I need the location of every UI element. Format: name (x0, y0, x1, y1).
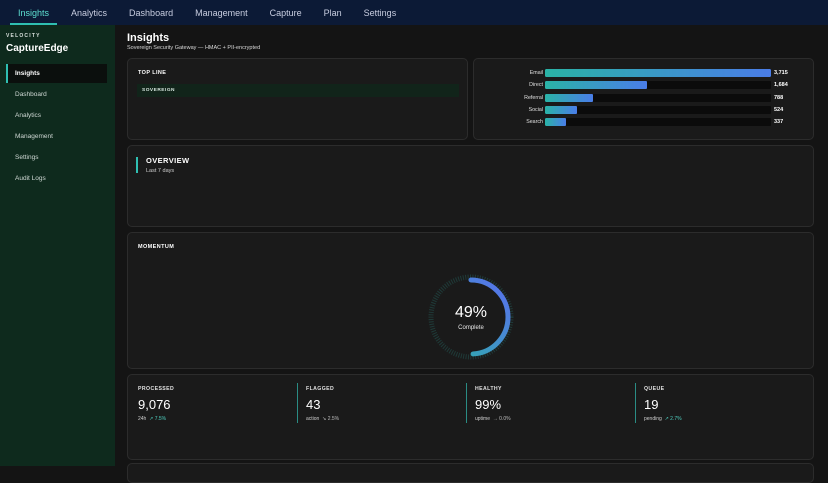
stat-processed: PROCESSED 9,076 24h ↗ 7.5% (128, 383, 296, 423)
tab-settings[interactable]: Settings (363, 7, 397, 18)
channel-bar-fill (545, 69, 771, 77)
stat-value: 99% (475, 397, 502, 412)
main-content: Insights Sovereign Security Gateway — HM… (115, 25, 828, 483)
stat-value: 43 (306, 397, 321, 412)
channels-card: Email 3,715 Direct 1,684 Referral 788 Social 52… (473, 58, 814, 140)
stat-delta: ↗ 2.7% (664, 416, 682, 422)
channel-bar-row: Search 337 (474, 118, 814, 127)
channel-bar-track (545, 93, 771, 102)
channel-label: Email (529, 70, 543, 76)
ring-track (428, 274, 514, 360)
stat-value: 9,076 (138, 397, 171, 412)
stat-meta: pending ↗ 2.7% (644, 416, 682, 422)
stat-divider (297, 383, 298, 423)
momentum-card: MOMENTUM 49% Complete (127, 232, 814, 369)
tab-insights[interactable]: Insights (7, 0, 60, 25)
channel-label: Social (528, 106, 543, 113)
channel-value: 3,715 (774, 70, 788, 76)
stat-flagged: FLAGGED 43 action ↘ 2.5% (297, 383, 465, 423)
channel-value: 788 (774, 94, 784, 101)
topline-label: TOP LINE (138, 70, 167, 76)
channel-value: 1,684 (774, 82, 788, 89)
stat-divider (635, 383, 636, 423)
overview-accent (136, 157, 138, 173)
sidebar: VELOCITY CaptureEdge Insights Dashboard … (0, 25, 115, 466)
stat-meta: 24h ↗ 7.5% (138, 416, 166, 422)
stat-queue: QUEUE 19 pending ↗ 2.7% (635, 383, 803, 423)
tab-dashboard[interactable]: Dashboard (129, 7, 174, 18)
overview-card: OVERVIEW Last 7 days (127, 145, 814, 227)
channel-label: Search (526, 119, 543, 126)
progress-ring-svg (428, 274, 514, 360)
sidebar-item-management[interactable]: Management (15, 133, 53, 140)
channel-label: Direct (529, 82, 543, 89)
stat-label: PROCESSED (138, 386, 175, 392)
sidebar-item-dashboard[interactable]: Dashboard (15, 91, 47, 98)
brand-name: CaptureEdge (6, 43, 69, 54)
top-nav: Insights Analytics Dashboard Management … (0, 0, 828, 25)
channel-bar-track (545, 69, 771, 77)
sidebar-item-audit-logs[interactable]: Audit Logs (15, 175, 46, 182)
channel-bar-row: Social 524 (474, 105, 814, 115)
channel-bar-fill (545, 118, 566, 127)
stat-label: HEALTHY (475, 386, 502, 392)
next-card (127, 463, 814, 483)
stat-meta-text: uptime (475, 416, 491, 422)
stat-delta: ↘ 2.5% (322, 416, 340, 422)
channel-value: 524 (774, 106, 784, 113)
progress-caption: Complete (458, 325, 484, 331)
channel-bar-row: Email 3,715 (474, 69, 814, 78)
tab-analytics[interactable]: Analytics (71, 7, 108, 18)
progress-ring: 49% Complete (427, 273, 515, 361)
page-subtitle: Sovereign Security Gateway — HMAC + PII-… (127, 45, 261, 51)
channel-bar-track (545, 81, 771, 90)
stat-label: FLAGGED (306, 386, 335, 392)
stat-value: 19 (644, 397, 659, 412)
stat-meta: uptime → 0.0% (475, 416, 511, 422)
stat-delta: → 0.0% (492, 416, 511, 422)
stat-meta: action ↘ 2.5% (306, 416, 339, 422)
progress-percent: 49% (454, 304, 488, 321)
channel-bar-fill (545, 93, 593, 102)
stat-meta-text: action (306, 416, 320, 422)
channel-bar-row: Direct 1,684 (474, 81, 814, 90)
momentum-label: MOMENTUM (138, 244, 175, 250)
channel-label: Referral (524, 94, 543, 101)
sovereign-banner: SOVEREIGN (137, 84, 459, 97)
channels-bars: Email 3,715 Direct 1,684 Referral 788 Social 52… (474, 69, 814, 131)
channel-bar-track (545, 105, 771, 114)
overview-title: OVERVIEW (146, 156, 190, 165)
stats-card: PROCESSED 9,076 24h ↗ 7.5% FLAGGED 43 ac… (127, 374, 814, 460)
stat-meta-text: pending (644, 416, 662, 422)
channel-bar-fill (545, 81, 647, 90)
tab-management[interactable]: Management (195, 7, 248, 18)
channel-value: 337 (774, 119, 784, 126)
topline-card: TOP LINE SOVEREIGN (127, 58, 468, 140)
stat-healthy: HEALTHY 99% uptime → 0.0% (466, 383, 634, 423)
overview-subtitle: Last 7 days (146, 168, 175, 174)
stat-delta: ↗ 7.5% (149, 416, 167, 422)
sidebar-item-analytics[interactable]: Analytics (15, 112, 42, 119)
sidebar-item-settings[interactable]: Settings (15, 154, 39, 161)
sidebar-nav: Insights Dashboard Analytics Management … (6, 64, 107, 190)
ring-progress-arc (431, 277, 511, 357)
page-title: Insights (127, 32, 170, 44)
tab-capture[interactable]: Capture (269, 7, 302, 18)
stat-label: QUEUE (644, 386, 665, 392)
tab-plan[interactable]: Plan (323, 7, 342, 18)
sidebar-item-insights[interactable]: Insights (6, 64, 107, 83)
brand-tagline: VELOCITY (6, 33, 41, 39)
stat-meta-text: 24h (138, 416, 147, 422)
channel-bar-track (545, 118, 771, 127)
channel-bar-row: Referral 788 (474, 93, 814, 103)
stat-divider (466, 383, 467, 423)
channel-bar-fill (545, 105, 577, 114)
